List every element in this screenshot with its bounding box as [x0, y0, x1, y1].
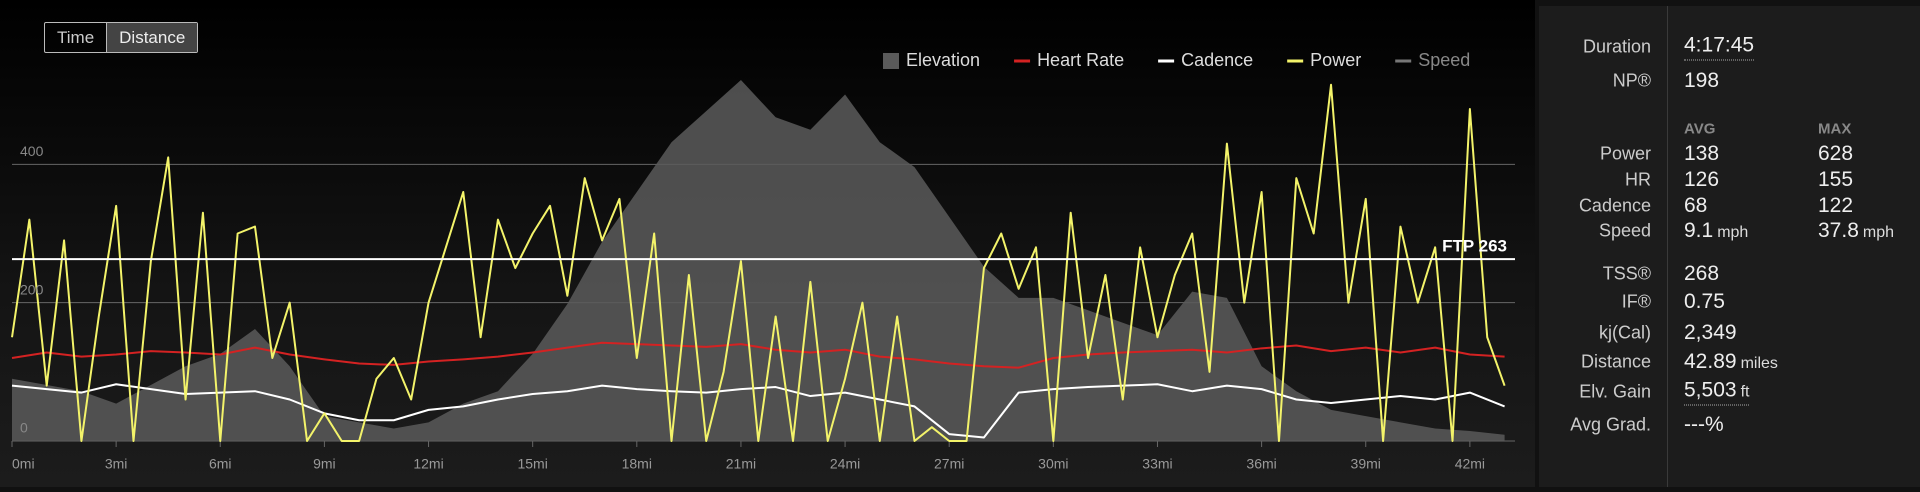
x-tick-label: 24mi [830, 456, 860, 472]
stat-number: 126 [1684, 168, 1720, 191]
stat-value: 0.75 [1684, 290, 1725, 314]
x-tick-label: 3mi [105, 456, 128, 472]
legend-label: Heart Rate [1037, 50, 1124, 70]
stat-number: 628 [1818, 142, 1854, 165]
legend-label: Speed [1418, 50, 1470, 70]
stat-value: 155 [1818, 168, 1853, 192]
stat-unit: mph [1717, 224, 1749, 241]
stat-label: Duration [1582, 36, 1651, 57]
stat-label: Distance [1580, 351, 1651, 372]
divider [1667, 6, 1668, 487]
stat-label: kj(Cal) [1599, 322, 1651, 343]
stat-value: 9.1 mph [1684, 219, 1748, 243]
stat-unit: mph [1862, 224, 1894, 241]
stat-label: NP® [1612, 70, 1651, 91]
stat-label: Avg Grad. [1570, 414, 1651, 435]
stat-number: ---% [1684, 413, 1724, 436]
view-toggle: Time Distance [44, 22, 199, 53]
x-tick-label: 42mi [1455, 456, 1485, 472]
stat-value: 126 [1684, 168, 1719, 192]
x-tick-label: 9mi [313, 456, 336, 472]
column-header: MAX [1818, 120, 1852, 138]
x-tick-label: 33mi [1142, 456, 1172, 472]
series-line [11, 383, 1505, 439]
stat-number: 42.89 [1684, 350, 1737, 373]
stat-number: 68 [1684, 194, 1708, 217]
legend-swatch [883, 53, 899, 69]
legend-label: Cadence [1181, 50, 1253, 70]
elevation-area [12, 79, 1505, 441]
x-tick-label: 15mi [517, 456, 547, 472]
stat-label: Speed [1598, 220, 1651, 241]
stat-label: Elv. Gain [1579, 381, 1651, 402]
x-tick-label: 18mi [622, 456, 652, 472]
stat-value: 68 [1684, 194, 1707, 218]
y-tick-label: 0 [20, 420, 28, 436]
stat-value: 42.89 miles [1684, 350, 1778, 374]
x-tick-label: 12mi [413, 456, 443, 472]
x-tick-label: 6mi [209, 456, 232, 472]
x-tick-label: 39mi [1351, 456, 1381, 472]
ftp-label: FTP 263 [1442, 237, 1507, 256]
legend-label: Elevation [906, 50, 980, 70]
stat-value: ---% [1684, 413, 1724, 437]
stat-number: 0.75 [1684, 290, 1725, 313]
stat-number: 9.1 [1684, 219, 1714, 242]
chart: 0 200 400 0mi 3mi 6mi 9mi 12mi 15mi 18mi 21mi 24mi 2… [11, 50, 1515, 472]
stat-label: IF® [1621, 291, 1651, 312]
stat-label: Power [1599, 143, 1651, 164]
stat-label: TSS® [1602, 263, 1651, 284]
series-line [11, 341, 1505, 369]
stat-number: 268 [1684, 262, 1720, 285]
stat-value: 268 [1684, 262, 1719, 286]
stat-value: 37.8 mph [1818, 219, 1894, 243]
overlay: 0 200 400 0mi 3mi 6mi 9mi 12mi 15mi 18mi 21mi 24mi 2… [12, 50, 1515, 472]
stat-value: 628 [1818, 142, 1853, 166]
toggle-button[interactable]: Time [45, 23, 108, 52]
stat-number: 122 [1818, 194, 1854, 217]
stat-number: 155 [1818, 168, 1854, 191]
x-tick-label: 21mi [726, 456, 756, 472]
stat-value: 5,503 ft [1684, 378, 1750, 406]
toggle-button[interactable]: Distance [107, 23, 198, 52]
chart-area: 0 200 400 0mi 3mi 6mi 9mi 12mi 15mi 18mi 21mi 24mi 2… [0, 0, 1535, 487]
stat-number: 37.8 [1818, 219, 1859, 242]
stat-label: HR [1625, 169, 1651, 190]
x-tick-label: 36mi [1246, 456, 1276, 472]
y-tick-label: 400 [20, 143, 44, 159]
stat-number: 2,349 [1684, 321, 1737, 344]
stat-value: 122 [1818, 194, 1853, 218]
column-header: AVG [1684, 120, 1716, 138]
stats-panel: Duration 4:17:45 NP® 198 AVG MAX Power 138 628 HR… [1539, 6, 1920, 487]
series-line [11, 83, 1506, 442]
stat-value: 4:17:45 [1684, 33, 1755, 61]
stat-number: 138 [1684, 142, 1720, 165]
x-tick-label: 27mi [934, 456, 964, 472]
stat-number: 4:17:45 [1684, 33, 1755, 57]
x-tick-label: 0mi [12, 456, 35, 472]
stat-unit: miles [1740, 355, 1778, 372]
x-tick-label: 30mi [1038, 456, 1068, 472]
stat-value: 198 [1684, 69, 1719, 93]
series-layer [11, 79, 1506, 442]
stat-unit: ft [1740, 383, 1750, 401]
stat-number: 198 [1684, 69, 1720, 92]
stat-label: Cadence [1578, 195, 1651, 216]
stat-number: 5,503 [1684, 378, 1737, 402]
legend-label: Power [1310, 50, 1361, 70]
stat-value: 138 [1684, 142, 1719, 166]
y-tick-label: 200 [20, 281, 44, 297]
stat-value: 2,349 [1684, 321, 1737, 345]
